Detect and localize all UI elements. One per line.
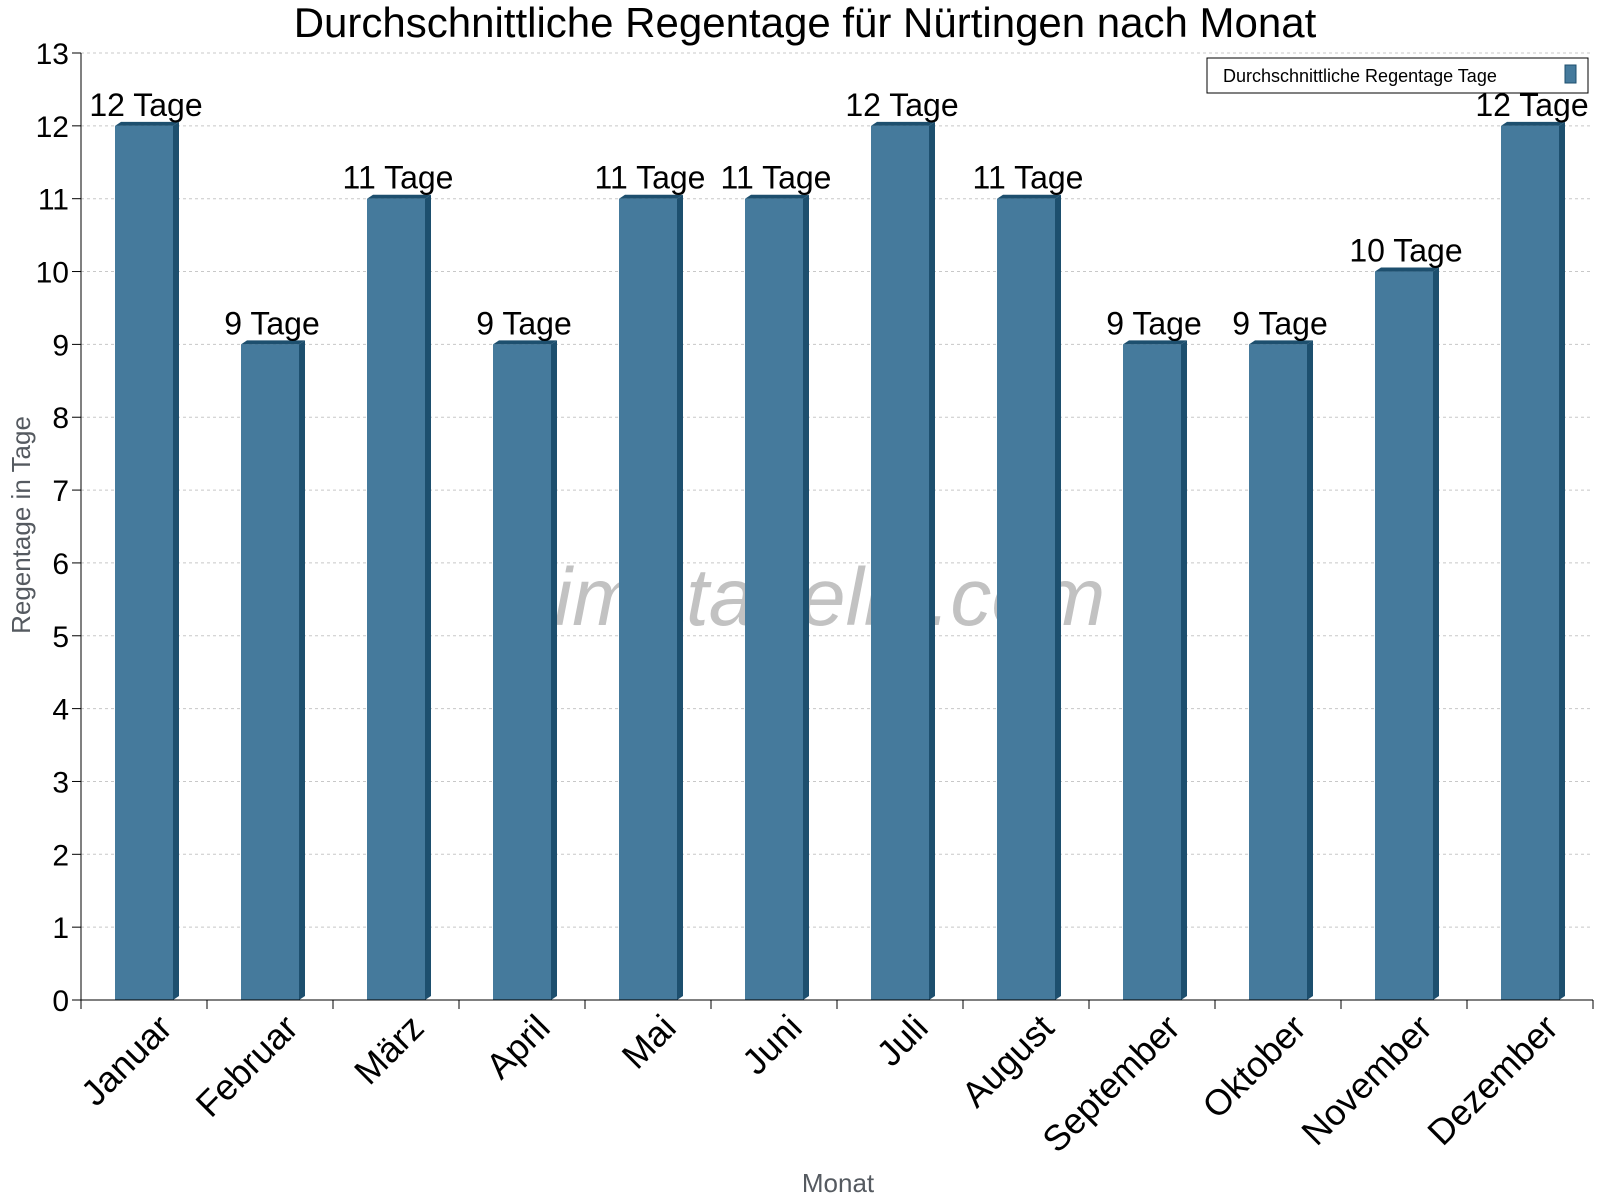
bar-side	[551, 340, 557, 1000]
chart-title: Durchschnittliche Regentage für Nürtinge…	[294, 0, 1317, 46]
bar-top	[1123, 340, 1187, 345]
bar-front	[1249, 344, 1307, 1000]
bar-side	[1307, 340, 1313, 1000]
bars	[115, 121, 1565, 1001]
y-tick-label: 1	[52, 912, 69, 945]
legend-entry-label: Durchschnittliche Regentage Tage	[1223, 66, 1497, 86]
x-tick-label: Oktober	[1194, 1007, 1314, 1127]
y-axis-label: Regentage in Tage	[6, 416, 36, 634]
x-tick-label: September	[1034, 1007, 1188, 1161]
x-tick-label: März	[346, 1007, 432, 1093]
bar-side	[299, 340, 305, 1000]
data-label: 10 Tage	[1349, 233, 1462, 269]
bar-front	[1501, 125, 1559, 1001]
bar-august	[997, 194, 1061, 1000]
bar-juni	[745, 194, 809, 1000]
bar-side	[1055, 194, 1061, 1000]
bar-front	[619, 198, 677, 1000]
bar-side	[803, 194, 809, 1000]
bar-side	[1433, 267, 1439, 1000]
bar-front	[1123, 344, 1181, 1000]
bar-mai	[619, 194, 683, 1000]
bar-front	[1375, 271, 1433, 1000]
x-tick-label: Dezember	[1419, 1007, 1565, 1153]
y-tick-label: 9	[52, 329, 69, 362]
bar-top	[745, 194, 809, 199]
bar-top	[1249, 340, 1313, 345]
legend-swatch	[1564, 64, 1577, 84]
bar-märz	[367, 194, 431, 1000]
y-tick-label: 2	[52, 839, 69, 872]
data-label: 11 Tage	[973, 160, 1084, 196]
bar-front	[997, 198, 1055, 1000]
bar-front	[871, 125, 929, 1001]
bar-front	[493, 344, 551, 1000]
data-label: 9 Tage	[476, 305, 572, 341]
data-label: 11 Tage	[343, 160, 454, 196]
data-label: 9 Tage	[1106, 305, 1202, 341]
bar-front	[367, 198, 425, 1000]
legend: Durchschnittliche Regentage Tage	[1206, 57, 1589, 94]
x-tick-label: Januar	[73, 1007, 180, 1114]
data-label: 12 Tage	[845, 87, 958, 123]
x-tick-label: Februar	[188, 1007, 306, 1125]
bar-side	[677, 194, 683, 1000]
y-tick-label: 13	[36, 38, 69, 71]
bar-top	[241, 340, 305, 345]
y-tick-label: 5	[52, 621, 69, 654]
x-tick-labels: Januar Februar März April Mai Juni Juli AugustS…	[73, 1007, 1566, 1161]
y-tick-label: 12	[36, 111, 69, 144]
bar-oktober	[1249, 340, 1313, 1000]
y-tick-label: 0	[52, 985, 69, 1018]
bar-top	[115, 121, 179, 126]
bar-juli	[871, 121, 935, 1001]
x-tick-label: Juli	[868, 1007, 935, 1074]
x-tick-label: April	[478, 1007, 558, 1087]
bar-januar	[115, 121, 179, 1001]
y-tick-label: 11	[38, 184, 69, 217]
bar-dezember	[1501, 121, 1565, 1001]
bar-front	[745, 198, 803, 1000]
bar-front	[241, 344, 299, 1000]
bar-september	[1123, 340, 1187, 1000]
y-tick-label: 3	[52, 766, 69, 799]
y-tick-label: 8	[52, 402, 69, 435]
axes	[72, 52, 1594, 1009]
x-axis-label: Monat	[802, 1168, 875, 1198]
data-label: 12 Tage	[89, 87, 202, 123]
y-tick-label: 6	[52, 548, 69, 581]
data-labels: 12 Tage 9 Tage 11 Tage 9 Tage 11 Tage 11 Tage…	[89, 87, 1588, 342]
bar-top	[871, 121, 935, 126]
bar-top	[493, 340, 557, 345]
bar-side	[1559, 121, 1565, 1001]
y-tick-label: 7	[52, 475, 69, 508]
bar-side	[1181, 340, 1187, 1000]
x-tick-label: Mai	[614, 1007, 684, 1077]
bar-side	[173, 121, 179, 1001]
data-label: 11 Tage	[595, 160, 706, 196]
bar-april	[493, 340, 557, 1000]
bar-side	[425, 194, 431, 1000]
bar-top	[619, 194, 683, 199]
bar-top	[1375, 267, 1439, 272]
bar-top	[997, 194, 1061, 199]
x-tick-label: Juni	[734, 1007, 810, 1083]
data-label: 11 Tage	[721, 160, 832, 196]
bar-november	[1375, 267, 1439, 1000]
bar-front	[115, 125, 173, 1001]
bar-top	[1501, 121, 1565, 126]
y-tick-label: 4	[52, 694, 69, 727]
bar-side	[929, 121, 935, 1001]
data-label: 9 Tage	[224, 305, 320, 341]
x-tick-label: August	[953, 1007, 1061, 1115]
x-tick-label: November	[1293, 1007, 1439, 1153]
bar-februar	[241, 340, 305, 1000]
y-tick-label: 10	[36, 257, 69, 290]
grid-lines	[81, 52, 1593, 928]
legend-box	[1206, 57, 1589, 94]
bar-top	[367, 194, 431, 199]
data-label: 9 Tage	[1232, 305, 1328, 341]
